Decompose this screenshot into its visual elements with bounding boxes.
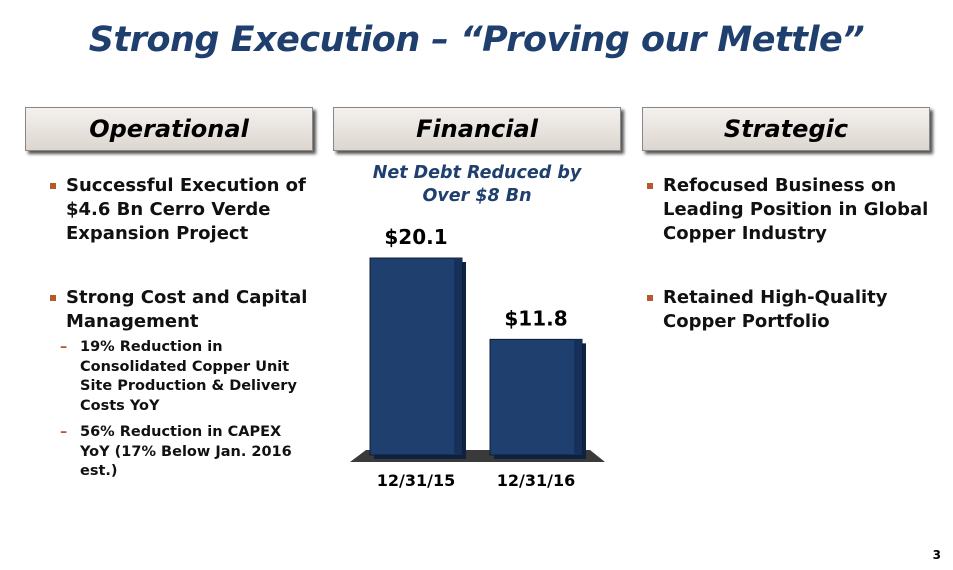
column-heading: Operational: [25, 107, 313, 151]
bullet: Retained High-Quality Copper Portfolio: [647, 286, 933, 334]
bullet-text: Successful Execution of $4.6 Bn Cerro Ve…: [66, 175, 306, 244]
bullet: Strong Cost and Capital Management –19% R…: [50, 286, 311, 489]
page-number: 3: [932, 548, 941, 562]
data-label: $20.1: [384, 225, 447, 249]
data-label: $11.8: [504, 306, 567, 330]
sub-bullet-marker: –: [60, 339, 68, 355]
bullet-marker: [647, 295, 653, 301]
bar: [489, 338, 586, 459]
chart-title: Net Debt Reduced by Over $8 Bn: [372, 163, 582, 206]
sub-bullet-marker: –: [60, 424, 68, 440]
sub-bullets: –19% Reduction in Consolidated Copper Un…: [60, 338, 311, 482]
column-heading: Strategic: [642, 107, 930, 151]
bullet: Refocused Business on Leading Position i…: [647, 174, 933, 246]
x-tick-label: 12/31/16: [497, 471, 575, 490]
bullet-marker: [50, 295, 56, 301]
bullet-marker: [647, 183, 653, 189]
sub-bullet-text: 56% Reduction in CAPEX YoY (17% Below Ja…: [80, 424, 292, 479]
bar: [369, 257, 466, 459]
bullet-text: Refocused Business on Leading Position i…: [663, 175, 929, 244]
bullet-marker: [50, 183, 56, 189]
sub-bullet-text: 19% Reduction in Consolidated Copper Uni…: [80, 339, 297, 414]
bullet-text: Retained High-Quality Copper Portfolio: [663, 287, 888, 332]
bullet: Successful Execution of $4.6 Bn Cerro Ve…: [50, 174, 311, 246]
x-tick-label: 12/31/15: [377, 471, 455, 490]
sub-bullet: –19% Reduction in Consolidated Copper Un…: [60, 338, 310, 416]
bullet-text: Strong Cost and Capital Management: [66, 287, 308, 332]
slide-title: Strong Execution – “Proving our Mettle”: [88, 20, 865, 60]
sub-bullet: –56% Reduction in CAPEX YoY (17% Below J…: [60, 423, 310, 482]
column-heading: Financial: [333, 107, 621, 151]
